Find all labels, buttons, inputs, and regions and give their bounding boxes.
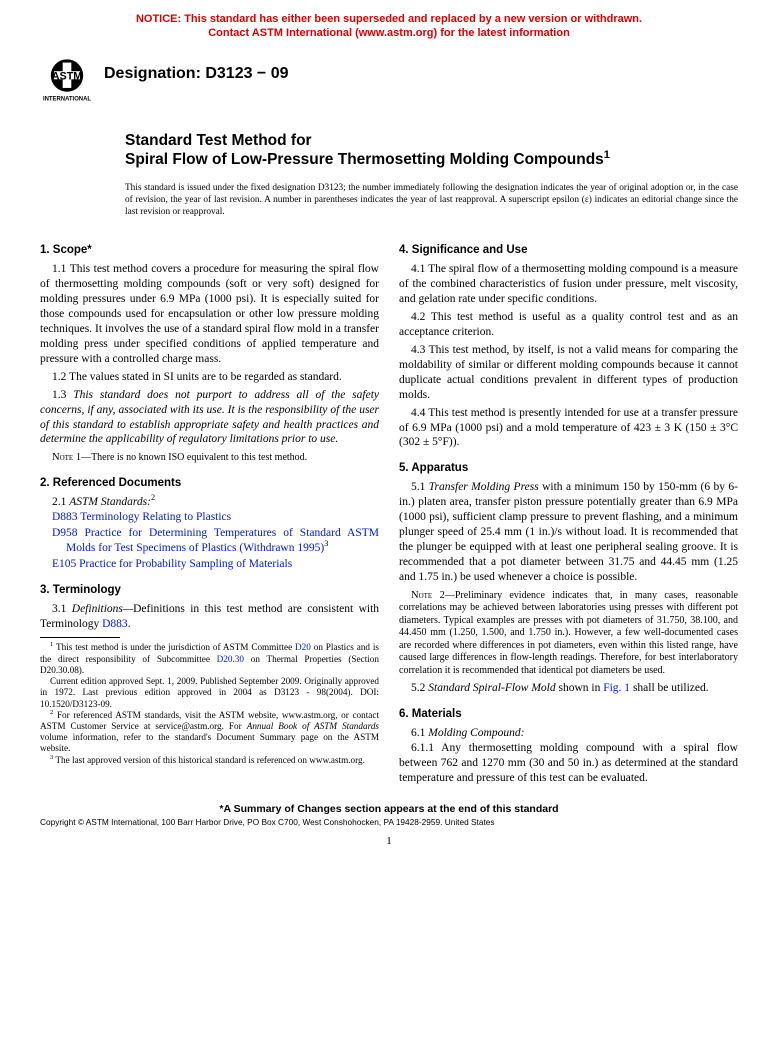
para-6-1: 6.1 Molding Compound:	[399, 726, 738, 741]
terminology-heading: 3. Terminology	[40, 584, 379, 596]
para-4-1: 4.1 The spiral flow of a thermosetting m…	[399, 262, 738, 307]
summary-changes-note: *A Summary of Changes section appears at…	[0, 803, 778, 815]
notice-line2: Contact ASTM International (www.astm.org…	[208, 27, 570, 39]
body-columns: 1. Scope* 1.1 This test method covers a …	[0, 222, 778, 789]
para-5-2: 5.2 Standard Spiral-Flow Mold shown in F…	[399, 681, 738, 696]
para-4-3: 4.3 This test method, by itself, is not …	[399, 343, 738, 403]
astm-logo-icon: ASTM INTERNATIONAL	[40, 55, 94, 109]
para-4-4: 4.4 This test method is presently intend…	[399, 406, 738, 451]
note-1: Note 1—There is no known ISO equivalent …	[40, 451, 379, 465]
page-number: 1	[0, 835, 778, 847]
ref-e105[interactable]: E105 Practice for Probability Sampling o…	[40, 557, 379, 572]
refdocs-heading: 2. Referenced Documents	[40, 477, 379, 489]
title-line2: Spiral Flow of Low-Pressure Thermosettin…	[125, 150, 738, 169]
para-1-3: 1.3 1.3 This standard does not purport t…	[40, 388, 379, 448]
significance-heading: 4. Significance and Use	[399, 244, 738, 256]
para-1-2: 1.2 The values stated in SI units are to…	[40, 370, 379, 385]
para-1-1: 1.1 This test method covers a procedure …	[40, 262, 379, 367]
ref-d958[interactable]: D958 Practice for Determining Temperatur…	[40, 526, 379, 556]
header: ASTM INTERNATIONAL Designation: D3123 − …	[0, 47, 778, 113]
para-3-1: 3.1 Definitions—Definitions in this test…	[40, 602, 379, 632]
footnotes: 1 This test method is under the jurisdic…	[40, 642, 379, 765]
svg-text:ASTM: ASTM	[52, 70, 83, 82]
title-line1: Standard Test Method for	[125, 131, 738, 150]
ref-d883[interactable]: D883 Terminology Relating to Plastics	[40, 510, 379, 525]
para-2-1: 2.1 ASTM Standards:2	[40, 495, 379, 510]
para-4-2: 4.2 This test method is useful as a qual…	[399, 310, 738, 340]
footnote-2: 2 For referenced ASTM standards, visit t…	[40, 710, 379, 755]
para-6-1-1: 6.1.1 Any thermosetting molding compound…	[399, 741, 738, 786]
designation: Designation: D3123 − 09	[104, 65, 289, 83]
svg-text:INTERNATIONAL: INTERNATIONAL	[43, 96, 91, 102]
para-5-1: 5.1 Transfer Molding Press with a minimu…	[399, 480, 738, 585]
issuance-note: This standard is issued under the fixed …	[0, 175, 778, 222]
notice-line1: NOTICE: This standard has either been su…	[136, 13, 642, 25]
copyright: Copyright © ASTM International, 100 Barr…	[0, 815, 778, 827]
footnote-3: 3 The last approved version of this hist…	[40, 755, 379, 766]
footnote-divider	[40, 637, 120, 638]
notice-banner: NOTICE: This standard has either been su…	[0, 0, 778, 47]
apparatus-heading: 5. Apparatus	[399, 462, 738, 474]
footnote-1: 1 This test method is under the jurisdic…	[40, 642, 379, 676]
note-2: Note 2—Preliminary evidence indicates th…	[399, 589, 738, 678]
scope-heading: 1. Scope*	[40, 244, 379, 256]
title-block: Standard Test Method for Spiral Flow of …	[0, 113, 778, 176]
right-column: 4. Significance and Use 4.1 The spiral f…	[399, 232, 738, 789]
materials-heading: 6. Materials	[399, 708, 738, 720]
left-column: 1. Scope* 1.1 This test method covers a …	[40, 232, 379, 789]
footnote-1b: Current edition approved Sept. 1, 2009. …	[40, 676, 379, 710]
